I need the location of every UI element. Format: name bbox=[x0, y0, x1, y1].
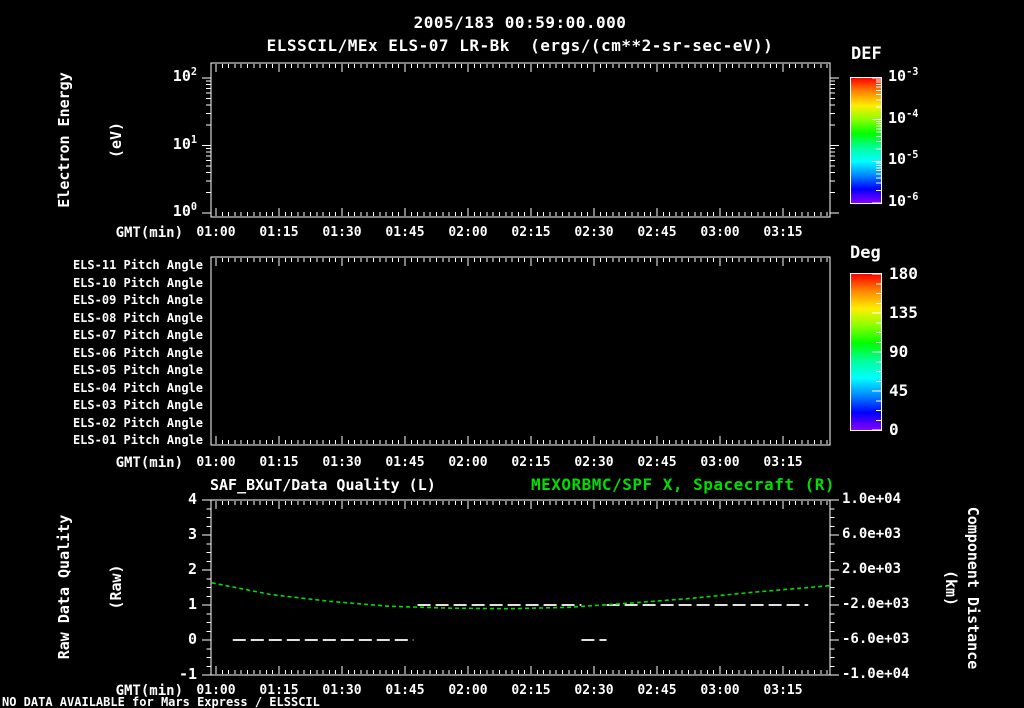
no-data-message: NO DATA AVAILABLE for Mars Express / ELS… bbox=[2, 695, 320, 708]
page-subtitle: ELSSCIL/MEx ELS-07 LR-Bk (ergs/(cm**2-sr… bbox=[266, 36, 774, 55]
def-colorbar-title: DEF bbox=[851, 44, 882, 64]
bottom-panel-right-title: MEXORBMC/SPF X, Spacecraft (R) bbox=[531, 475, 835, 494]
deg-colorbar-title: Deg bbox=[850, 243, 881, 263]
page-title: 2005/183 00:59:00.000 bbox=[413, 13, 627, 32]
bottom-panel-left-title: SAF_BXuT/Data Quality (L) bbox=[210, 476, 436, 494]
